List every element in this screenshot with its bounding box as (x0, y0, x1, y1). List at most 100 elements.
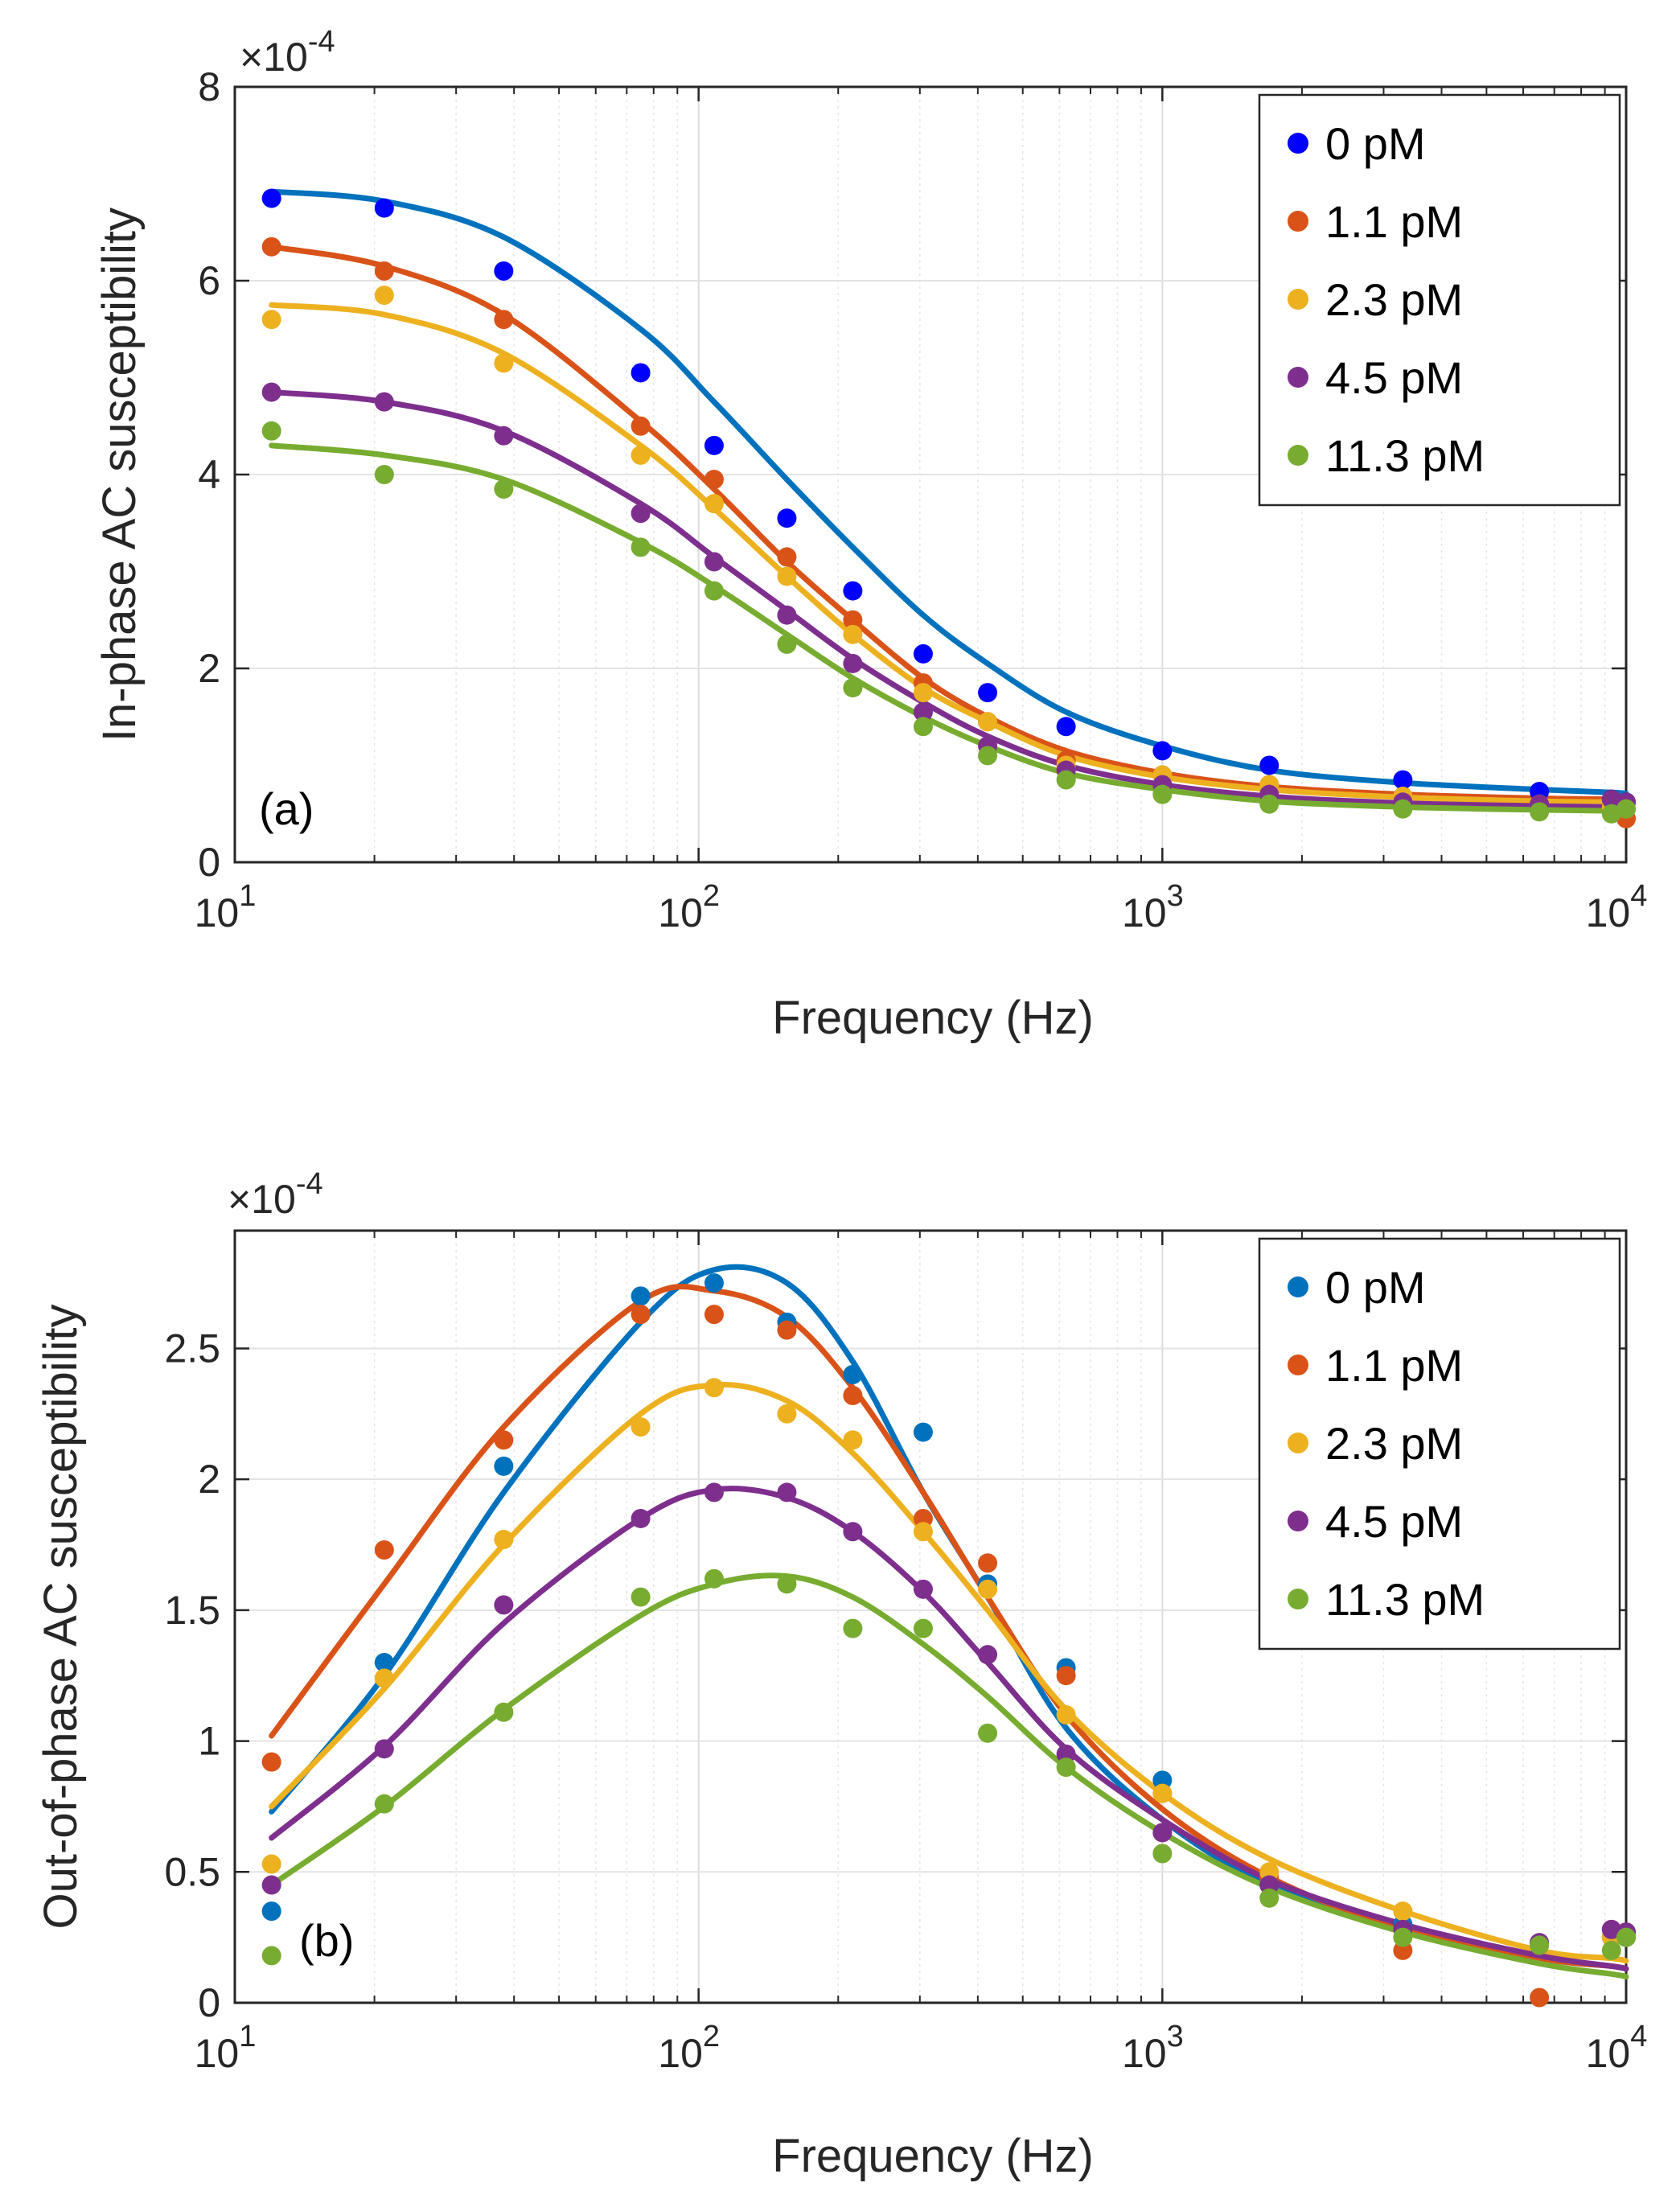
data-point (494, 310, 514, 330)
data-point (978, 683, 998, 703)
data-point (777, 605, 797, 625)
data-point (1601, 1919, 1621, 1939)
data-point (374, 286, 394, 306)
fit-line (269, 1486, 1629, 1972)
legend-marker (1288, 1276, 1308, 1297)
legend-entry: 0 pM (1325, 1262, 1426, 1313)
panel-label-b: (b) (299, 1915, 354, 1966)
legend-marker (1288, 445, 1308, 466)
y-tick-label: 4 (198, 452, 220, 497)
data-point (631, 504, 651, 524)
data-point (374, 1739, 394, 1759)
fit-line (269, 188, 1629, 796)
x-tick-label: 103 (1122, 2020, 1184, 2076)
data-point (261, 1875, 281, 1895)
data-point (704, 1273, 724, 1293)
data-point (261, 1946, 281, 1966)
data-point (913, 717, 933, 737)
data-point (704, 581, 724, 601)
data-point (777, 1404, 797, 1424)
data-point (978, 712, 998, 732)
data-point (494, 425, 514, 446)
data-point (261, 1901, 281, 1922)
data-point (1152, 1844, 1173, 1864)
x-tick-label: 101 (195, 2020, 257, 2076)
data-point (1530, 1988, 1550, 2008)
data-point (1601, 804, 1621, 824)
data-point (631, 537, 651, 557)
legend-marker (1288, 133, 1308, 154)
x-tick-label: 104 (1586, 2020, 1648, 2076)
x-tick-label: 103 (1122, 879, 1184, 935)
data-point (494, 1595, 514, 1615)
y-axis-label-b: Out-of-phase AC susceptibility (35, 1305, 87, 1930)
data-point (631, 445, 651, 465)
data-point (631, 1587, 651, 1607)
x-axis-label-b: Frequency (Hz) (772, 2130, 1094, 2182)
data-point (261, 310, 281, 330)
legend-entry: 2.3 pM (1325, 1418, 1463, 1469)
data-point (704, 470, 724, 490)
data-point (913, 643, 933, 664)
y-tick-label: 6 (198, 258, 220, 303)
data-point (777, 547, 797, 567)
data-point (1393, 799, 1413, 819)
data-point (1601, 789, 1621, 809)
data-point (374, 465, 394, 484)
panel-a: 101 102 103 104 0 2 4 6 8 ×10-4 Frequency (Hz) I… (93, 25, 1647, 1044)
data-point (704, 552, 724, 572)
y-tick-label: 1 (198, 1719, 220, 1764)
data-point (843, 581, 863, 601)
fit-line (269, 442, 1629, 814)
data-point (913, 1422, 933, 1442)
legend-entry: 11.3 pM (1325, 430, 1485, 481)
y-tick-label: 0 (198, 1980, 220, 2025)
x-tick-label: 102 (658, 2020, 720, 2076)
data-point (631, 1417, 651, 1437)
y-multiplier-b: ×10-4 (228, 1167, 323, 1222)
legend-box (1258, 93, 1621, 507)
legend-entry: 0 pM (1325, 118, 1426, 169)
data-point (843, 678, 863, 698)
axes-b (233, 1229, 1628, 2004)
data-point (1056, 770, 1076, 790)
data-point (913, 1522, 933, 1542)
data-point (261, 1752, 281, 1772)
data-point (494, 261, 514, 281)
data-point (494, 1456, 514, 1476)
y-tick-label: 0.5 (164, 1849, 220, 1894)
data-point (978, 746, 998, 766)
data-point (843, 1386, 863, 1406)
data-point (1616, 799, 1636, 819)
data-point (631, 1508, 651, 1528)
data-point (1601, 1940, 1621, 1960)
x-tick-label: 101 (195, 879, 257, 935)
fit-line (269, 389, 1629, 810)
y-tick-label: 1.5 (164, 1588, 220, 1633)
fit-line (269, 244, 1629, 803)
data-point (913, 1579, 933, 1599)
panel-label-a: (a) (259, 783, 314, 834)
data-point (704, 435, 724, 455)
data-point (777, 1320, 797, 1340)
data-point (704, 1482, 724, 1502)
legend-entry: 11.3 pM (1325, 1574, 1485, 1625)
y-tick-label: 2 (198, 646, 220, 691)
data-point (494, 1702, 514, 1722)
legend-entry: 1.1 pM (1325, 196, 1463, 247)
legend-entry: 2.3 pM (1325, 274, 1463, 325)
data-point (843, 1618, 863, 1638)
x-tick-label: 104 (1586, 879, 1648, 935)
data-point (631, 363, 651, 383)
data-point (1056, 717, 1076, 737)
data-point (704, 1568, 724, 1589)
legend-marker (1288, 1511, 1308, 1531)
y-tick-label: 8 (198, 64, 220, 109)
data-point (1056, 1666, 1076, 1686)
data-point (1259, 794, 1280, 814)
data-point (1259, 1888, 1280, 1908)
legend-b: 0 pM 1.1 pM 2.3 pM 4.5 pM 11.3 pM (1258, 1237, 1621, 1650)
data-point (777, 1482, 797, 1502)
fit-line (269, 302, 1629, 805)
legend-marker (1288, 367, 1308, 388)
